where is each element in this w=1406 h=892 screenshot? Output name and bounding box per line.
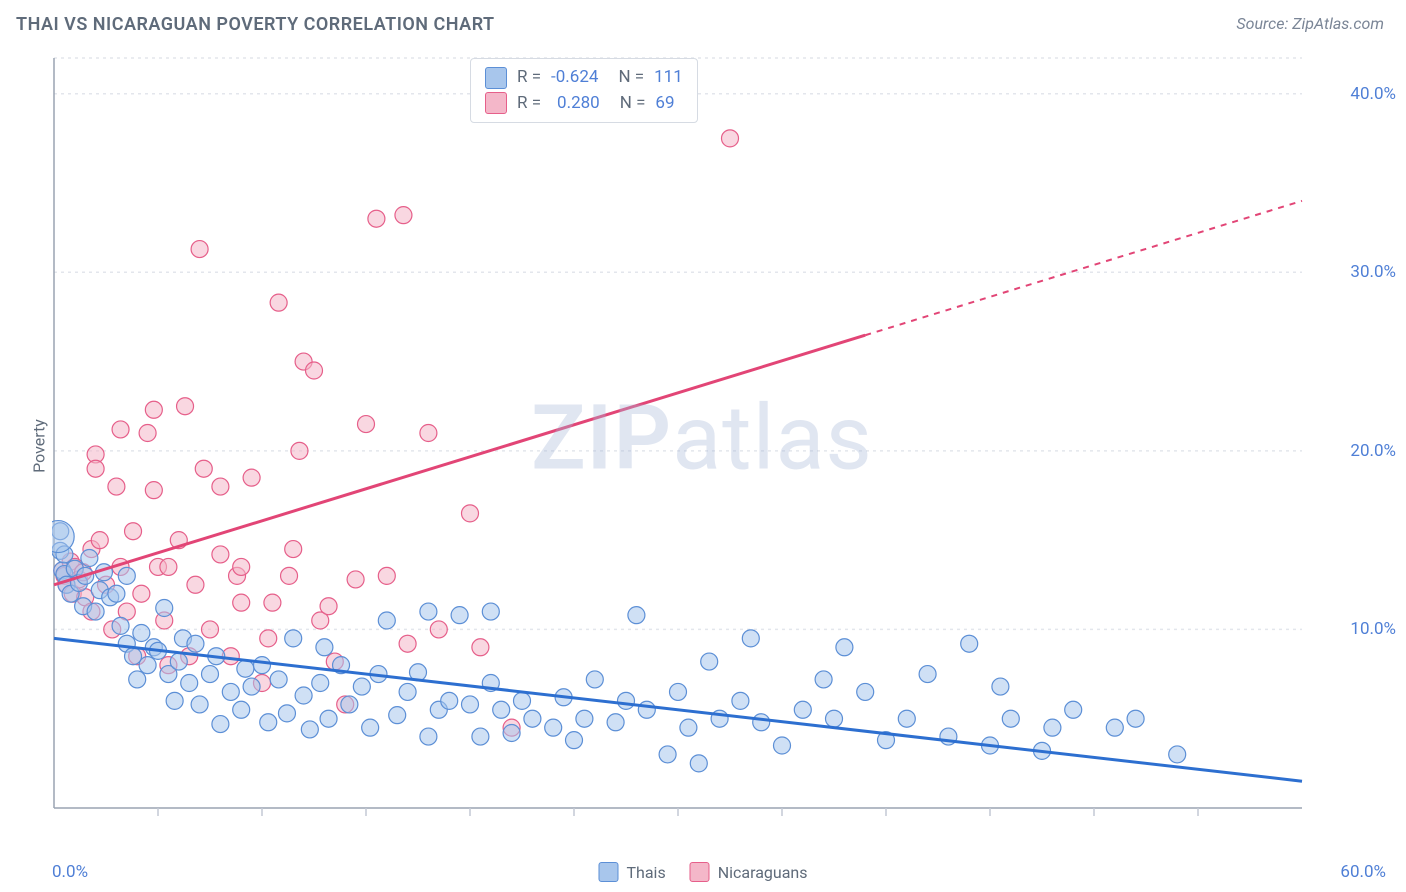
y-axis-label: Poverty bbox=[29, 419, 48, 473]
x-tick-max: 60.0% bbox=[1340, 862, 1386, 882]
legend-label-nicaraguans: Nicaraguans bbox=[718, 863, 808, 882]
stats-swatch-thais bbox=[485, 67, 507, 89]
thais-N: 111 bbox=[654, 65, 683, 91]
y-tick-label: 30.0% bbox=[1350, 262, 1396, 282]
stats-legend: R = -0.624 N = 111 R = 0.280 N = 69 bbox=[470, 58, 698, 123]
y-tick-label: 40.0% bbox=[1350, 84, 1396, 104]
nicaraguans-R: 0.280 bbox=[557, 91, 600, 117]
thais-R: -0.624 bbox=[551, 65, 598, 91]
stats-row-nicaraguans: R = 0.280 N = 69 bbox=[485, 91, 683, 117]
plot-area: ZIPatlas bbox=[52, 48, 1352, 828]
x-tick-min: 0.0% bbox=[52, 862, 88, 882]
chart-container: THAI VS NICARAGUAN POVERTY CORRELATION C… bbox=[0, 0, 1406, 892]
legend-item-thais: Thais bbox=[598, 862, 665, 882]
legend-swatch-nicaraguans bbox=[690, 862, 710, 882]
legend-swatch-thais bbox=[598, 862, 618, 882]
stats-row-thais: R = -0.624 N = 111 bbox=[485, 65, 683, 91]
legend-item-nicaraguans: Nicaraguans bbox=[690, 862, 808, 882]
bottom-legend: Thais Nicaraguans bbox=[598, 862, 807, 882]
nicaraguans-N: 69 bbox=[655, 91, 674, 117]
source-label: Source: ZipAtlas.com bbox=[1236, 14, 1384, 33]
legend-label-thais: Thais bbox=[626, 863, 665, 882]
stats-swatch-nicaraguans bbox=[485, 92, 507, 114]
chart-title: THAI VS NICARAGUAN POVERTY CORRELATION C… bbox=[16, 14, 495, 35]
y-tick-label: 10.0% bbox=[1350, 619, 1396, 639]
y-tick-label: 20.0% bbox=[1350, 441, 1396, 461]
scatter-plot-svg bbox=[52, 48, 1352, 828]
